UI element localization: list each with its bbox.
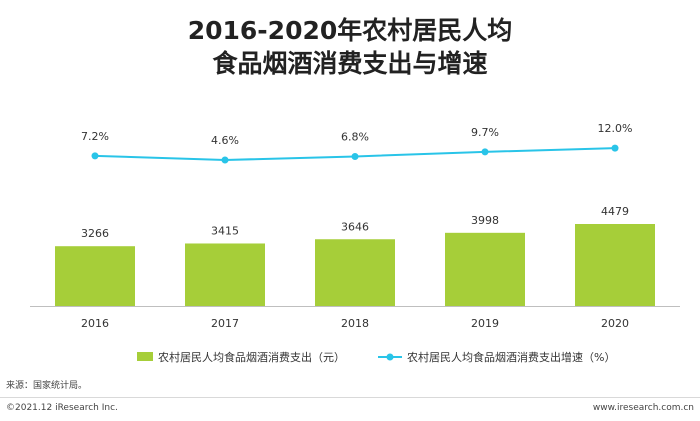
line-label-2019: 9.7% [471, 126, 499, 139]
chart-title: 2016-2020年农村居民人均 食品烟酒消费支出与增速 [0, 14, 700, 80]
footer-divider [0, 397, 700, 398]
bar-label-2019: 3998 [471, 214, 499, 227]
bar-label-2016: 3266 [81, 227, 109, 240]
line-point-2016 [91, 152, 99, 160]
line-value-labels: 7.2% 4.6% 6.8% 9.7% 12.0% [81, 122, 632, 147]
legend-bar-swatch [137, 352, 153, 361]
legend-line-marker [386, 353, 394, 361]
x-tick-2018: 2018 [341, 317, 369, 330]
bar-value-labels: 3266 3415 3646 3998 4479 [81, 205, 629, 240]
legend-bar-label: 农村居民人均食品烟酒消费支出（元） [158, 350, 345, 364]
bar-2018 [315, 239, 395, 306]
bar-2019 [445, 232, 525, 306]
x-tick-2020: 2020 [601, 317, 629, 330]
source-note: 来源：国家统计局。 [6, 381, 88, 391]
legend-line-label: 农村居民人均食品烟酒消费支出增速（%） [407, 350, 615, 364]
line-label-2016: 7.2% [81, 130, 109, 143]
bar-2020 [575, 224, 655, 306]
x-axis-tick-labels: 2016 2017 2018 2019 2020 [81, 317, 629, 330]
legend: 农村居民人均食品烟酒消费支出（元） 农村居民人均食品烟酒消费支出增速（%） [137, 350, 615, 364]
line-point-2018 [351, 152, 359, 160]
bar-series [55, 224, 655, 306]
footer-website: www.iresearch.com.cn [592, 403, 694, 413]
x-tick-2017: 2017 [211, 317, 239, 330]
line-series [91, 144, 619, 164]
line-label-2018: 6.8% [341, 130, 369, 143]
chart-title-line-2: 食品烟酒消费支出与增速 [212, 49, 488, 78]
bar-label-2018: 3646 [341, 220, 369, 233]
footer-copyright: ©2021.12 iResearch Inc. [6, 403, 118, 413]
chart-title-line-1: 2016-2020年农村居民人均 [187, 16, 513, 45]
line-label-2020: 12.0% [598, 122, 633, 135]
bar-2017 [185, 243, 265, 306]
x-tick-2016: 2016 [81, 317, 109, 330]
bar-label-2020: 4479 [601, 205, 629, 218]
bar-label-2017: 3415 [211, 224, 239, 237]
line-point-2019 [481, 148, 489, 156]
bar-2016 [55, 246, 135, 306]
x-tick-2019: 2019 [471, 317, 499, 330]
line-point-2020 [611, 144, 619, 152]
line-point-2017 [221, 156, 229, 164]
line-label-2017: 4.6% [211, 134, 239, 147]
